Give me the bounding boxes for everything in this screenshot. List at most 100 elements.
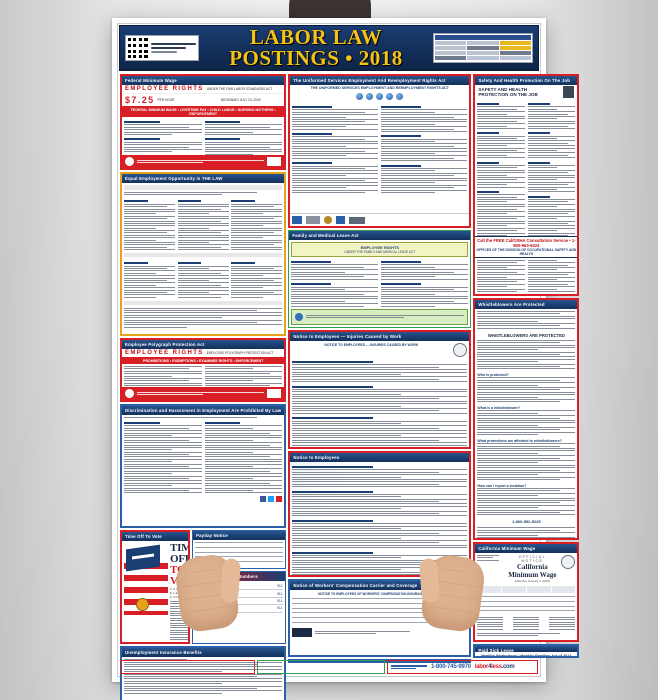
ballot-box-flag-illustration — [124, 543, 168, 615]
wc-carrier-subtitle: NOTICE TO EMPLOYEES OF WORKERS' COMPENSA… — [318, 592, 442, 596]
section-body — [290, 102, 470, 213]
poster-columns: Federal Minimum Wage EMPLOYEE RIGHTS UND… — [118, 72, 580, 700]
whd-logo-icon — [267, 157, 282, 166]
section-header: Unemployment Insurance Benefits — [122, 648, 285, 658]
hand-left — [173, 552, 242, 634]
section-userra[interactable]: The Uniformed Services Employment And Re… — [288, 74, 472, 228]
flsa-wage-line: $7.25 PER HOUR BEGINNING JULY 24, 2009 — [122, 93, 285, 106]
seal-icon — [386, 93, 394, 100]
section-body: NOTICE TO EMPLOYEES — INJURIES CAUSED BY… — [290, 341, 470, 447]
flsa-footer — [122, 155, 285, 168]
brand-tld: .com — [501, 664, 515, 670]
seal-icon — [356, 93, 364, 100]
fmla-green-footer — [291, 308, 469, 325]
section-header: Family and Medical Leave Act — [289, 231, 471, 240]
mw-table-header — [477, 586, 576, 593]
section-unemployment-insurance-benefits[interactable]: Unemployment Insurance Benefits — [120, 646, 287, 700]
section-header: Discrimination and Harassment in Employm… — [122, 406, 285, 415]
section-california-minimum-wage[interactable]: California Minimum Wage OFFICIAL NOTICE … — [473, 542, 580, 642]
section-federal-minimum-wage[interactable]: Federal Minimum Wage EMPLOYEE RIGHTS UND… — [120, 74, 287, 170]
whistleblower-q1: Who is protected? — [477, 373, 509, 378]
footer-phone[interactable]: 1-800-745-9970 — [431, 664, 471, 670]
section-header: Safety And Health Protection On The Job — [475, 76, 578, 85]
seal-icon — [324, 216, 333, 224]
osc-logo-icon — [349, 216, 366, 224]
section-discrimination-harassment-prohibited[interactable]: Discrimination and Harassment in Employm… — [120, 404, 287, 528]
eppa-topic-bar: PROHIBITIONS • EXEMPTIONS • EXAMINEE RIG… — [122, 357, 285, 364]
flsa-footer-lines — [137, 159, 265, 164]
seal-icon — [366, 93, 374, 100]
section-header: Whistleblowers Are Protected — [475, 300, 578, 309]
section-body — [122, 183, 285, 334]
fmla-panel-title: EMPLOYEE RIGHTS — [360, 245, 400, 250]
fmla-panel-subtitle: UNDER THE FAMILY AND MEDICAL LEAVE ACT — [344, 250, 416, 254]
section-body: OFFICIAL NOTICE California Minimum Wage … — [475, 553, 578, 640]
section-body — [290, 462, 470, 575]
vote-headline-1: TIME OFF — [170, 542, 190, 565]
flsa-banner-title: EMPLOYEE RIGHTS — [125, 86, 204, 92]
emergency-value: 911 — [276, 598, 283, 603]
section-body: TIME OFF TO VOTE CALIFORNIA ELECTIONS CO… — [122, 541, 188, 642]
seal-icon — [376, 93, 384, 100]
section-header: The Uniformed Services Employment And Re… — [290, 76, 470, 85]
section-body — [122, 364, 285, 387]
minimum-wage-amount: $7.25 — [125, 95, 155, 105]
section-header: Notice to Employees — [290, 453, 470, 462]
osha-subtitle: SAFETY AND HEALTH PROTECTION ON THE JOB — [478, 87, 538, 97]
osha-office-table — [475, 258, 577, 294]
eppa-banner-subtitle: EMPLOYEE POLYGRAPH PROTECTION ACT — [206, 351, 274, 355]
section-whistleblowers-are-protected[interactable]: Whistleblowers Are Protected WHISTLEBLOW… — [473, 298, 580, 540]
brand-prefix: labor — [474, 664, 489, 670]
vets-logo-icon — [306, 216, 321, 224]
footer-right-panel: 1-800-745-9970 labor4less.com — [387, 660, 538, 674]
twitter-icon[interactable] — [268, 496, 275, 503]
whistleblower-hotline: 1-800-952-5225 — [512, 519, 541, 525]
mw-note: (effective January 1, 2018) — [514, 579, 551, 583]
footer-note-lines — [391, 665, 427, 669]
section-body: WHISTLEBLOWERS ARE PROTECTED Who is prot… — [475, 309, 578, 538]
state-seal-icon — [561, 555, 576, 569]
page-title: LABOR LAW POSTINGS • 2018 — [229, 25, 403, 70]
brand-logo[interactable]: labor4less.com — [475, 664, 515, 670]
cal-osha-seal-icon — [563, 86, 575, 98]
youtube-icon[interactable] — [276, 496, 283, 503]
mw-schedule-columns — [477, 616, 576, 630]
esgr-logo-icon — [336, 216, 346, 224]
section-safety-and-health-protection[interactable]: Safety And Health Protection On The Job … — [473, 74, 580, 296]
section-notice-to-employees-edd[interactable]: Notice to Employees — [288, 451, 472, 577]
section-header: Employee Polygraph Protection Act — [122, 340, 285, 349]
whistleblower-q3: What protections are afforded to whistle… — [477, 439, 562, 444]
userra-banner: THE UNIFORMED SERVICES EMPLOYMENT AND RE… — [310, 86, 449, 90]
section-equal-employment-opportunity[interactable]: Equal Employment Opportunity is THE LAW — [120, 172, 287, 336]
section-notice-to-employees-injuries[interactable]: Notice to Employees — Injuries Caused by… — [288, 330, 472, 449]
section-header: Time Off To Vote — [122, 532, 188, 541]
brand-suffix: less — [491, 664, 502, 670]
brand-num: 4 — [488, 664, 492, 670]
osha-hotline-title: Call the FREE Cal/OSHA Consultation Serv… — [477, 237, 576, 248]
section-header: Paid Sick Leave — [475, 646, 578, 652]
whistleblower-q4: How can I report a violation? — [477, 484, 527, 489]
revision-badge — [125, 35, 199, 61]
posting-update-chart — [433, 33, 533, 63]
section-body: Healthy Workplaces / Healthy Families Ac… — [475, 652, 578, 656]
section-time-off-to-vote[interactable]: Time Off To Vote TIME OFF TO VOTE CALIFO… — [120, 530, 190, 645]
seal-icon — [396, 93, 404, 100]
osha-hotline-subtitle: OFFICES OF THE DIVISION OF OCCUPATIONAL … — [476, 247, 577, 256]
section-header: Notice to Employees — Injuries Caused by… — [290, 332, 470, 341]
middle-column: The Uniformed Services Employment And Re… — [288, 74, 472, 663]
section-employee-polygraph-protection-act[interactable]: Employee Polygraph Protection Act EMPLOY… — [120, 338, 287, 402]
dol-seal-icon — [125, 157, 134, 166]
section-paid-sick-leave[interactable]: Paid Sick Leave Healthy Workplaces / Hea… — [473, 644, 580, 658]
section-header: Notice of Workers' Compensation Carrier … — [290, 581, 470, 590]
flsa-banner-subtitle: UNDER THE FAIR LABOR STANDARDS ACT — [206, 87, 273, 91]
emergency-value: 911 — [276, 584, 283, 589]
facebook-icon[interactable] — [260, 496, 267, 503]
section-family-medical-leave-act[interactable]: Family and Medical Leave Act EMPLOYEE RI… — [288, 230, 472, 328]
emergency-value: 911 — [276, 606, 283, 611]
eppa-banner-title: EMPLOYEE RIGHTS — [125, 350, 204, 356]
section-header: California Minimum Wage — [475, 544, 578, 553]
dol-logo-icon — [292, 216, 303, 224]
osha-hotline: Call the FREE Cal/OSHA Consultation Serv… — [475, 235, 578, 258]
poster-masthead: LABOR LAW POSTINGS • 2018 — [119, 25, 539, 71]
